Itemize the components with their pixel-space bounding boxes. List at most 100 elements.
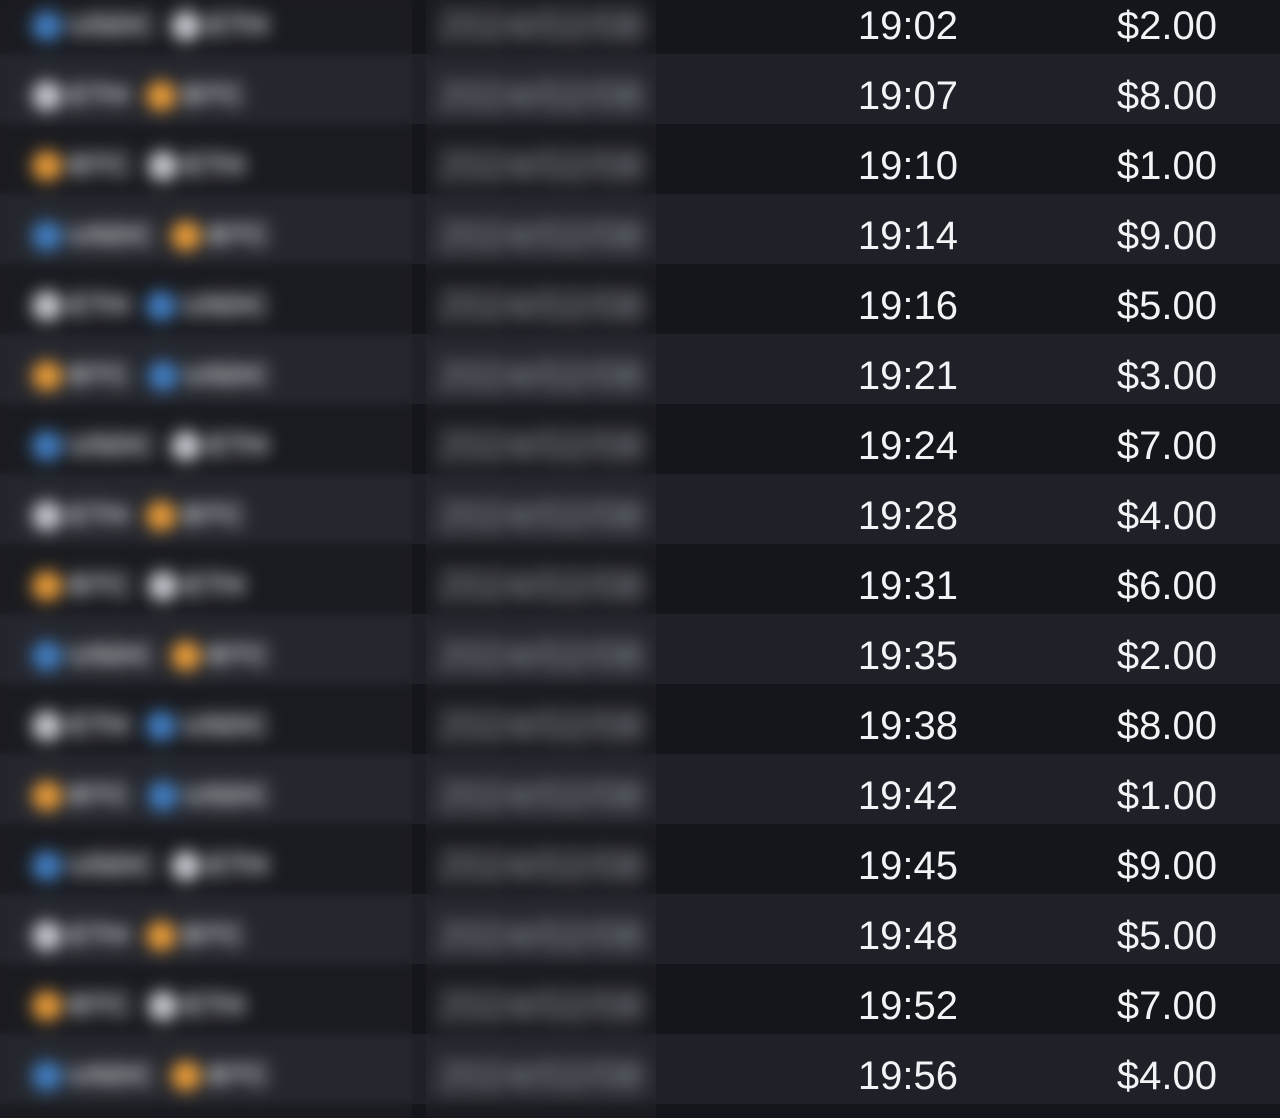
from-token-symbol-masked: BTC [69,149,131,182]
trade-date-masked: 2024/02/08 [438,214,644,258]
trade-amount: $9.00 [1116,844,1217,888]
from-token-symbol-masked: ETH [69,919,129,952]
trade-pair: ETH USDC [32,291,268,321]
to-token-icon [147,781,178,811]
transaction-row[interactable]: USDC ETH 2024/02/08 19:24 $7.00 [0,404,1280,474]
transaction-row[interactable]: USDC BTC 2024/02/08 19:56 $4.00 [0,1034,1280,1104]
trade-date-masked: 2024/02/08 [438,424,644,468]
to-token-symbol-masked: BTC [208,219,270,252]
from-token-icon [32,11,62,41]
trade-pair: ETH USDC [32,711,268,741]
transaction-row[interactable]: USDC BTC 2024/02/08 19:35 $2.00 [0,614,1280,684]
trade-amount: $8.00 [1116,74,1217,118]
transaction-row[interactable]: BTC ETH 2024/02/08 19:10 $1.00 [0,124,1280,194]
transaction-row[interactable]: ETH BTC 2024/02/08 19:48 $5.00 [0,894,1280,964]
to-token-symbol-masked: USDC [183,709,269,742]
trade-time: 19:02 [857,4,958,48]
transaction-row[interactable]: ETH USDC 2024/02/08 19:38 $8.00 [0,684,1280,754]
to-token-icon [147,151,178,181]
trade-amount: $4.00 [1116,494,1217,538]
transaction-row[interactable]: ETH BTC 2024/02/08 19:28 $4.00 [0,474,1280,544]
from-token-symbol-masked: ETH [69,499,129,532]
to-token-icon [171,221,202,251]
transaction-row[interactable]: USDC BTC 2024/02/08 19:14 $9.00 [0,194,1280,264]
trade-time: 19:52 [857,984,958,1028]
trade-amount: $7.00 [1116,424,1217,468]
to-token-icon [146,501,176,531]
from-token-symbol-masked: USDC [69,429,155,462]
trade-date-masked: 2024/02/08 [438,634,644,678]
to-token-icon [146,81,176,111]
to-token-symbol-masked: BTC [208,639,270,672]
from-token-symbol-masked: USDC [69,849,155,882]
trade-pair: BTC ETH [32,991,245,1021]
trade-time: 19:56 [857,1054,958,1098]
to-token-symbol-masked: ETH [208,9,269,42]
transaction-row[interactable]: ETH USDC 2024/02/08 19:16 $5.00 [0,264,1280,334]
trade-pair: BTC ETH [32,571,245,601]
to-token-symbol-masked: BTC [183,499,245,532]
trade-pair: ETH BTC [32,81,245,111]
to-token-icon [147,361,178,391]
transaction-row[interactable]: USDC ETH 2024/02/08 19:02 $2.00 [0,0,1280,54]
to-token-icon [146,921,176,951]
to-token-symbol-masked: BTC [208,1059,270,1092]
trade-date-masked: 2024/02/08 [438,844,644,888]
transaction-row[interactable]: BTC ETH 2024/02/08 19:31 $6.00 [0,544,1280,614]
trade-amount: $3.00 [1116,354,1217,398]
trade-amount: $8.00 [1116,704,1217,748]
trade-amount: $6.00 [1116,564,1217,608]
from-token-icon [32,781,62,811]
trade-pair: BTC ETH [32,151,245,181]
to-token-icon [171,11,202,41]
from-token-icon [32,361,62,391]
from-token-symbol-masked: BTC [69,989,131,1022]
from-token-symbol-masked: USDC [69,9,155,42]
from-token-icon [32,571,62,601]
trade-pair: USDC ETH [32,11,268,41]
from-token-symbol-masked: ETH [69,709,129,742]
to-token-icon [147,991,178,1021]
from-token-icon [32,711,62,741]
trade-time: 19:42 [857,774,958,818]
trade-date-masked: 2024/02/08 [438,494,644,538]
trade-time: 19:24 [857,424,958,468]
trade-date-masked: 2024/02/08 [438,354,644,398]
trade-pair: USDC ETH [32,851,268,881]
trade-time: 19:28 [857,494,958,538]
to-token-symbol-masked: ETH [208,429,269,462]
from-token-symbol-masked: USDC [69,1059,155,1092]
to-token-icon [171,431,202,461]
trade-time: 19:07 [857,74,958,118]
trade-amount: $1.00 [1116,774,1217,818]
trade-time: 19:31 [857,564,958,608]
transaction-row[interactable]: BTC ETH 2024/02/08 19:52 $7.00 [0,964,1280,1034]
from-token-icon [32,151,62,181]
from-token-icon [32,221,62,251]
from-token-icon [32,641,62,671]
trade-date-masked: 2024/02/08 [438,74,644,118]
to-token-symbol-masked: ETH [184,149,245,182]
trade-time: 19:35 [857,634,958,678]
trade-pair: USDC ETH [32,431,268,461]
to-token-icon [146,291,176,321]
from-token-icon [32,991,62,1021]
transaction-row[interactable]: ETH BTC 2024/02/08 19:07 $8.00 [0,54,1280,124]
trade-pair: ETH BTC [32,501,245,531]
trade-time: 19:45 [857,844,958,888]
trade-time: 19:48 [857,914,958,958]
trade-amount: $2.00 [1116,634,1217,678]
from-token-symbol-masked: ETH [69,289,129,322]
transaction-row[interactable]: USDC ETH 2024/02/08 19:45 $9.00 [0,824,1280,894]
trade-amount: $5.00 [1116,914,1217,958]
to-token-icon [171,1061,202,1091]
trade-date-masked: 2024/02/08 [438,774,644,818]
transaction-row[interactable]: BTC USDC 2024/02/08 19:42 $1.00 [0,754,1280,824]
to-token-icon [147,571,178,601]
trade-pair: USDC BTC [32,1061,270,1091]
transaction-row[interactable]: BTC USDC 2024/02/08 19:21 $3.00 [0,334,1280,404]
trade-pair: BTC USDC [32,781,270,811]
trade-date-masked: 2024/02/08 [438,704,644,748]
transaction-row[interactable]: ETH USDC 2024/02/08 [0,1104,1280,1118]
